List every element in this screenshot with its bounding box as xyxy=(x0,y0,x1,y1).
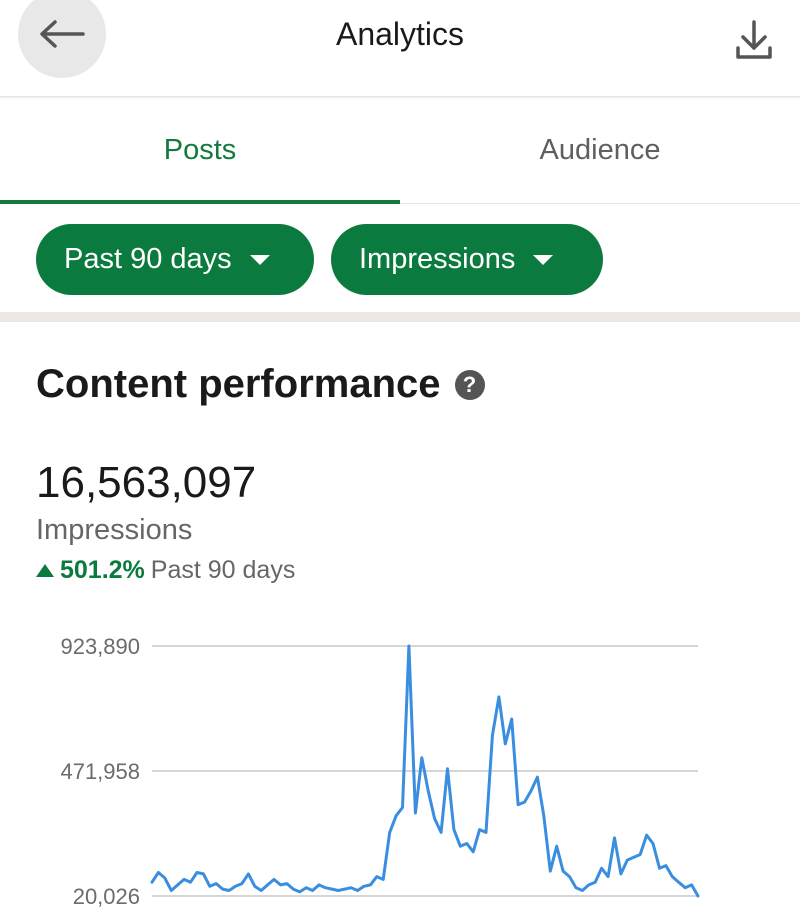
tab-bar: Posts Audience xyxy=(0,97,800,204)
change-period: Past 90 days xyxy=(150,556,296,584)
caret-down-icon xyxy=(249,254,270,265)
top-bar: Analytics xyxy=(0,0,800,97)
impressions-line-chart: 923,890 471,958 20,026 xyxy=(60,634,700,907)
caret-down-icon xyxy=(533,254,554,265)
change-value: 501.2% xyxy=(60,556,145,584)
date-range-dropdown[interactable]: Past 90 days xyxy=(36,224,314,295)
section-title-text: Content performance xyxy=(36,362,441,406)
filter-bar: Past 90 days Impressions xyxy=(0,204,800,312)
change-row: 501.2% Past 90 days xyxy=(36,556,295,585)
download-button[interactable] xyxy=(734,18,774,62)
y-tick-label: 923,890 xyxy=(60,634,140,659)
active-tab-indicator xyxy=(0,200,400,204)
tab-posts-label: Posts xyxy=(163,133,237,166)
metric-name: Impressions xyxy=(36,514,193,546)
question-circle-icon[interactable]: ? xyxy=(454,369,485,400)
metric-label: Impressions xyxy=(359,243,516,275)
triangle-up-icon xyxy=(36,564,54,577)
y-tick-label: 20,026 xyxy=(73,884,140,907)
section-divider xyxy=(0,312,800,322)
download-icon xyxy=(736,20,772,59)
metric-dropdown[interactable]: Impressions xyxy=(331,224,603,295)
total-impressions: 16,563,097 xyxy=(36,458,257,507)
tab-posts[interactable]: Posts xyxy=(0,97,400,204)
back-button[interactable] xyxy=(18,0,106,78)
section-title: Content performance ? xyxy=(36,362,485,407)
tab-audience-label: Audience xyxy=(539,133,661,166)
page-title: Analytics xyxy=(335,16,465,52)
tab-audience[interactable]: Audience xyxy=(400,97,800,203)
impressions-series-line xyxy=(150,644,700,898)
arrow-left-icon xyxy=(40,20,85,48)
date-range-label: Past 90 days xyxy=(64,243,232,275)
y-tick-label: 471,958 xyxy=(60,759,140,784)
